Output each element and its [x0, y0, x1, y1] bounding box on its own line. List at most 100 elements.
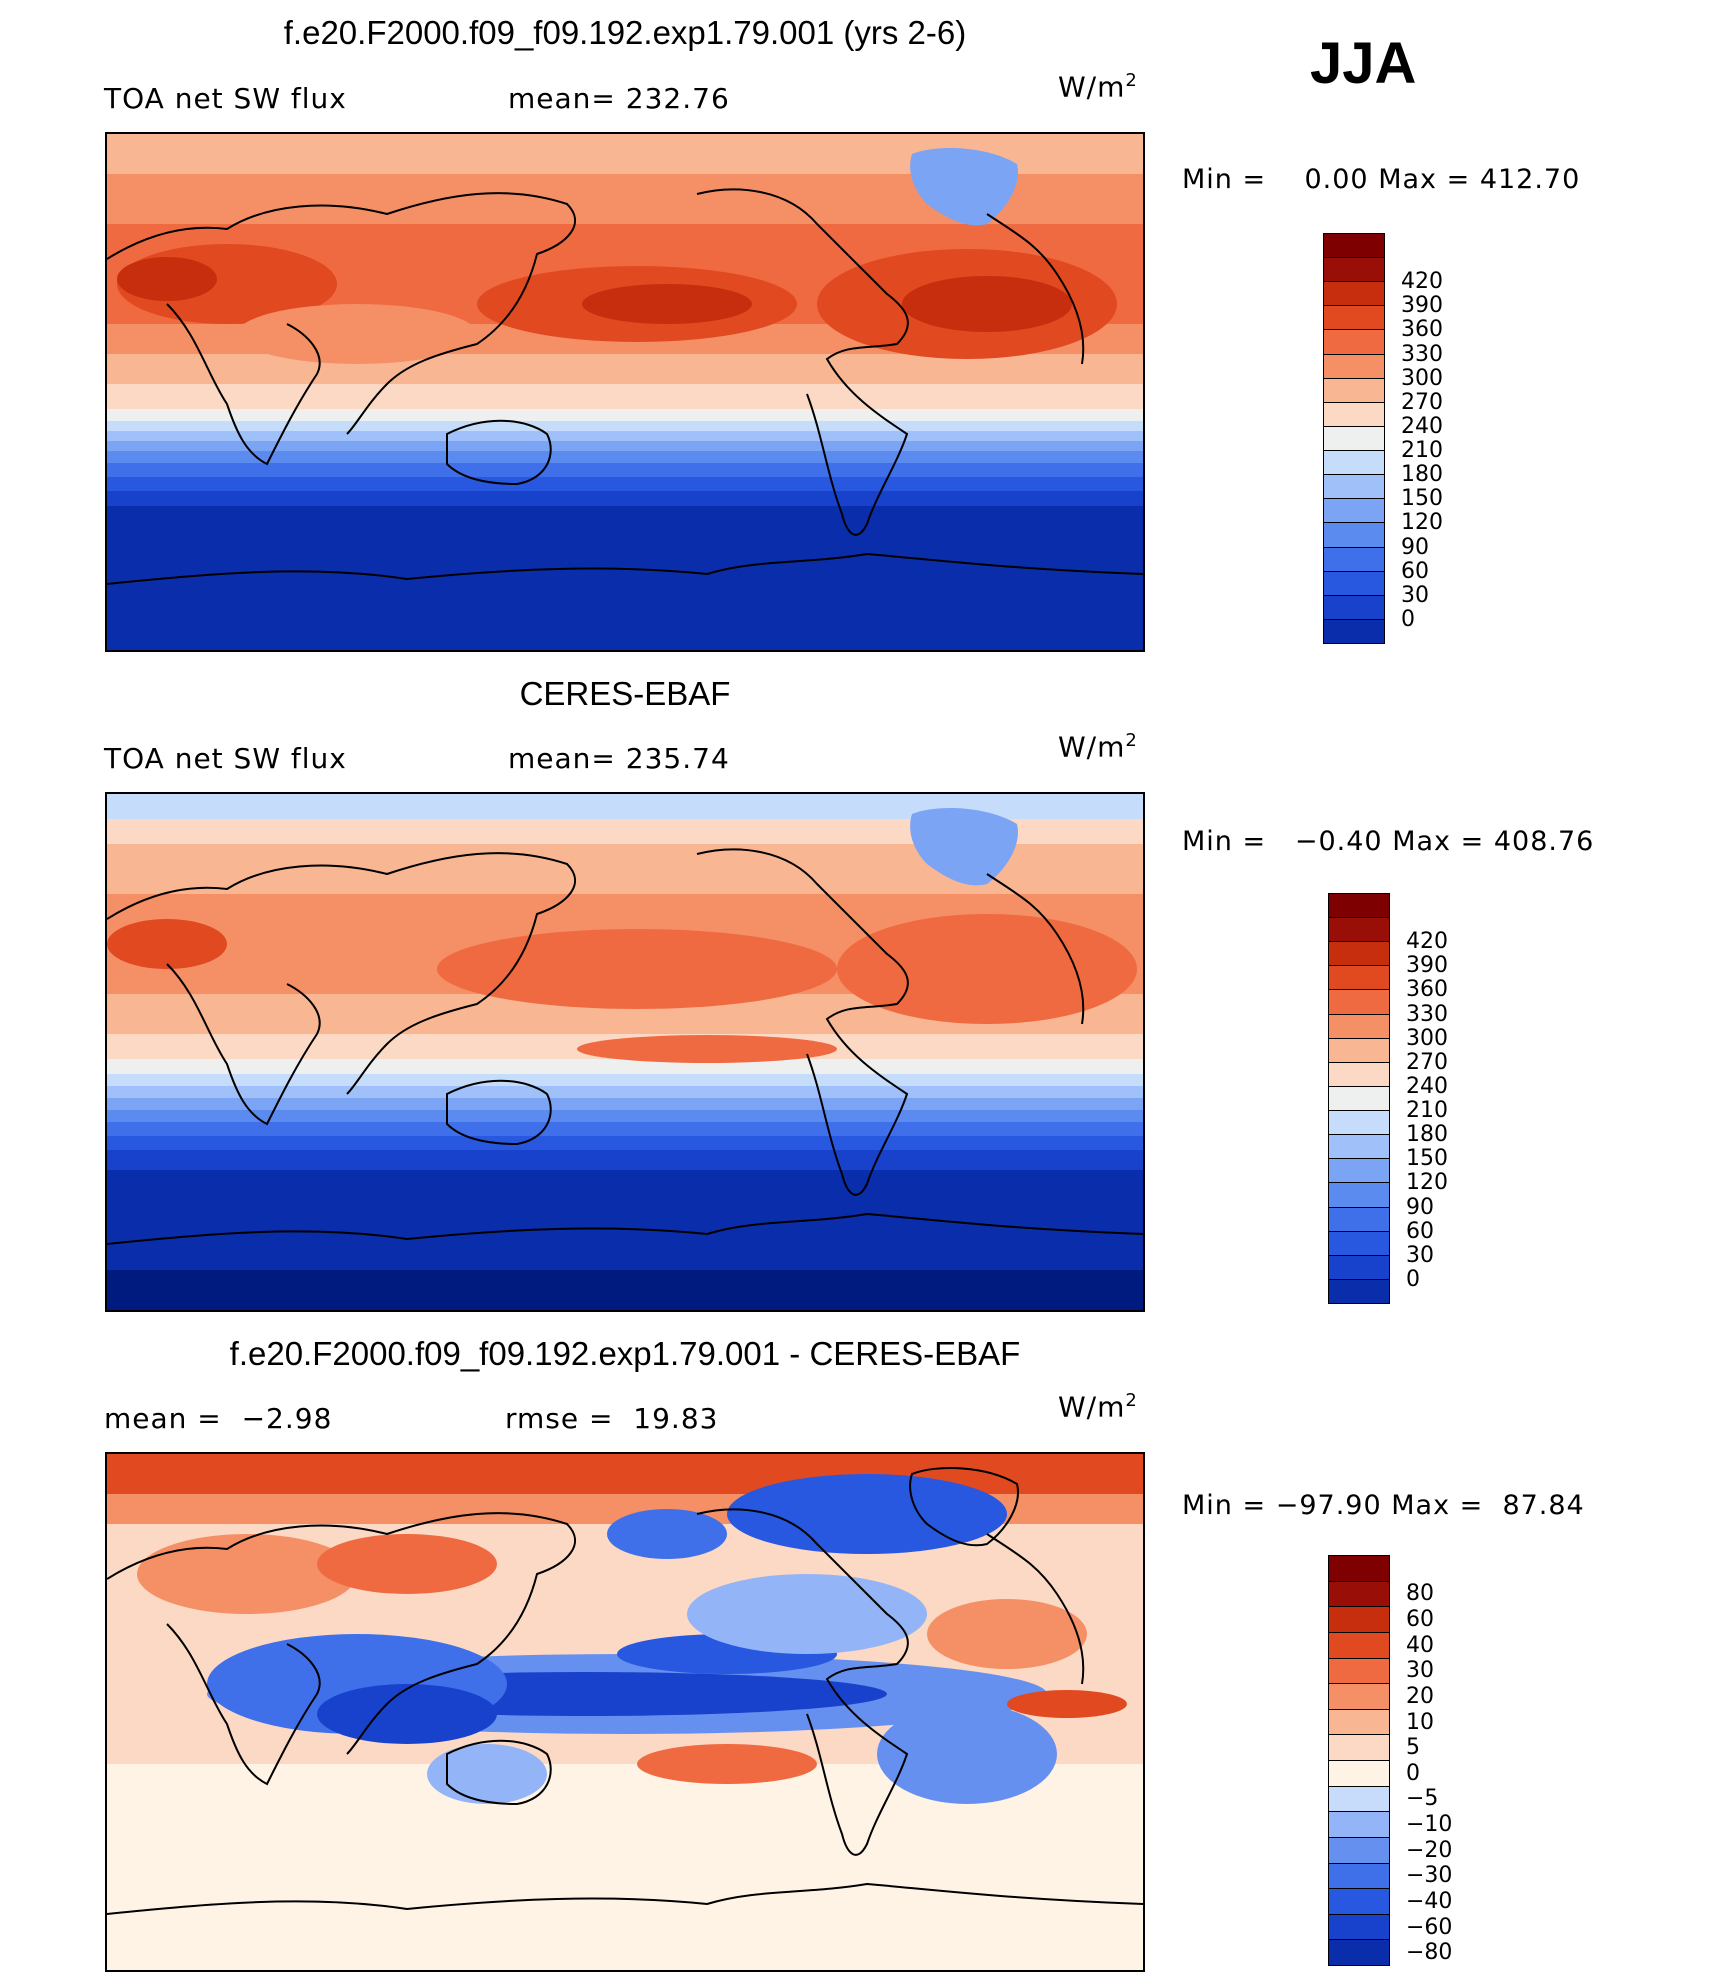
colorbar-swatch — [1323, 450, 1385, 476]
colorbar-swatch — [1323, 594, 1385, 620]
colorbar-swatch — [1328, 989, 1390, 1015]
colorbar-label: 30 — [1406, 1242, 1434, 1268]
colorbar-label: 60 — [1406, 1218, 1434, 1244]
colorbar-swatch — [1328, 1254, 1390, 1280]
colorbar-swatch — [1328, 1657, 1390, 1685]
colorbar-label: 60 — [1406, 1607, 1434, 1633]
colorbar-label: 420 — [1401, 269, 1443, 295]
panel1-minmax: Min = 0.00 Max = 412.70 — [1182, 164, 1580, 195]
colorbar-swatch — [1328, 1182, 1390, 1208]
colorbar-swatch — [1328, 1606, 1390, 1633]
colorbar-label: 10 — [1406, 1709, 1434, 1735]
panel3-mean: mean = −2.98 — [104, 1402, 332, 1435]
panel3-units: W/m2 — [1058, 1390, 1138, 1423]
colorbar-label: 90 — [1401, 534, 1429, 560]
panel3-rmse-label: rmse = — [505, 1402, 614, 1435]
colorbar-swatch — [1328, 1862, 1390, 1890]
colorbar-label: 420 — [1406, 929, 1448, 955]
colorbar-label: 30 — [1406, 1658, 1434, 1684]
colorbar-label: 40 — [1406, 1632, 1434, 1658]
colorbar-swatch — [1323, 329, 1385, 355]
colorbar-swatch — [1323, 377, 1385, 403]
panel3-mean-label: mean = — [104, 1402, 222, 1435]
panel1-min-label: Min = — [1182, 164, 1267, 195]
panel3-rmse: rmse = 19.83 — [505, 1402, 718, 1435]
colorbar-swatch — [1328, 1836, 1390, 1864]
colorbar-swatch — [1323, 305, 1385, 331]
panel3-units-base: W/m — [1058, 1390, 1126, 1424]
colorbar-swatch — [1328, 1061, 1390, 1087]
colorbar-swatch — [1328, 1206, 1390, 1232]
panel3-title: f.e20.F2000.f09_f09.192.exp1.79.001 - CE… — [229, 1335, 1021, 1372]
colorbar-swatch — [1323, 401, 1385, 427]
panel1-variable-label: TOA net SW flux — [104, 82, 347, 115]
colorbar-label: −10 — [1406, 1812, 1453, 1838]
colorbar-swatch — [1328, 1555, 1390, 1582]
colorbar-label: −80 — [1406, 1940, 1453, 1966]
colorbar-label: 0 — [1406, 1760, 1420, 1786]
colorbar-label: 150 — [1401, 486, 1443, 512]
colorbar-label: 0 — [1406, 1266, 1420, 1292]
colorbar-swatch — [1328, 1683, 1390, 1710]
panel1-units-exp: 2 — [1125, 70, 1138, 91]
panel2-variable-label: TOA net SW flux — [104, 742, 347, 775]
panel3-units-exp: 2 — [1125, 1390, 1138, 1411]
panel2-max-label: Max = — [1392, 826, 1485, 857]
colorbar-swatch — [1323, 570, 1385, 596]
colorbar-label: 20 — [1406, 1683, 1434, 1709]
colorbar-label: 300 — [1406, 1025, 1448, 1051]
panel3-rmse-value: 19.83 — [633, 1402, 719, 1435]
colorbar-label: 120 — [1401, 510, 1443, 536]
panel2-mean-value: 235.74 — [625, 742, 730, 775]
panel3-max-value: 87.84 — [1502, 1490, 1585, 1521]
panel3-minmax: Min = −97.90 Max = 87.84 — [1182, 1490, 1585, 1521]
colorbar-swatch — [1328, 1013, 1390, 1039]
colorbar-label: −30 — [1406, 1863, 1453, 1889]
colorbar-swatch — [1323, 353, 1385, 379]
colorbar-swatch — [1328, 1037, 1390, 1063]
panel1-mean-value: 232.76 — [625, 82, 730, 115]
panel1-mean-label: mean= — [508, 82, 616, 115]
colorbar-label: 390 — [1401, 293, 1443, 319]
colorbar-swatch — [1328, 1939, 1390, 1966]
colorbar-label: 180 — [1401, 462, 1443, 488]
colorbar-label: 360 — [1406, 977, 1448, 1003]
panel1-title: f.e20.F2000.f09_f09.192.exp1.79.001 (yrs… — [283, 14, 967, 51]
colorbar-label: 240 — [1401, 413, 1443, 439]
colorbar-swatch — [1328, 1631, 1390, 1659]
colorbar-label: 270 — [1401, 389, 1443, 415]
panel2-minmax: Min = −0.40 Max = 408.76 — [1182, 826, 1594, 857]
panel1-units: W/m2 — [1058, 70, 1138, 103]
colorbar-swatch — [1328, 1734, 1390, 1761]
panel2-title: CERES-EBAF — [519, 675, 731, 712]
panel2-mean: mean= 235.74 — [508, 742, 730, 775]
colorbar-label: 120 — [1406, 1170, 1448, 1196]
colorbar-swatch — [1328, 965, 1390, 991]
colorbar-label: 330 — [1406, 1001, 1448, 1027]
colorbar-swatch — [1328, 1708, 1390, 1736]
colorbar-swatch — [1328, 941, 1390, 967]
colorbar-swatch — [1328, 1230, 1390, 1256]
colorbar-swatch — [1328, 917, 1390, 943]
colorbar-label: 150 — [1406, 1146, 1448, 1172]
colorbar-swatch — [1328, 1278, 1390, 1304]
colorbar-swatch — [1328, 1134, 1390, 1160]
colorbar-label: 30 — [1401, 582, 1429, 608]
colorbar-label: 390 — [1406, 953, 1448, 979]
colorbar-swatch — [1323, 546, 1385, 572]
panel1-units-base: W/m — [1058, 70, 1126, 104]
panel2-min-label: Min = — [1182, 826, 1267, 857]
colorbar-label: 240 — [1406, 1073, 1448, 1099]
colorbar-swatch — [1323, 257, 1385, 283]
colorbar-swatch — [1328, 1888, 1390, 1915]
panel3-min-label: Min = — [1182, 1490, 1267, 1521]
colorbar-label: 270 — [1406, 1049, 1448, 1075]
panel1-map — [105, 132, 1145, 652]
panel2-min-value: −0.40 — [1294, 826, 1383, 857]
colorbar-label: 210 — [1406, 1098, 1448, 1124]
colorbar-swatch — [1323, 425, 1385, 452]
colorbar-label: 5 — [1406, 1735, 1420, 1761]
colorbar-swatch — [1328, 1085, 1390, 1112]
colorbar-swatch — [1328, 1785, 1390, 1813]
panel3-max-label: Max = — [1391, 1490, 1484, 1521]
